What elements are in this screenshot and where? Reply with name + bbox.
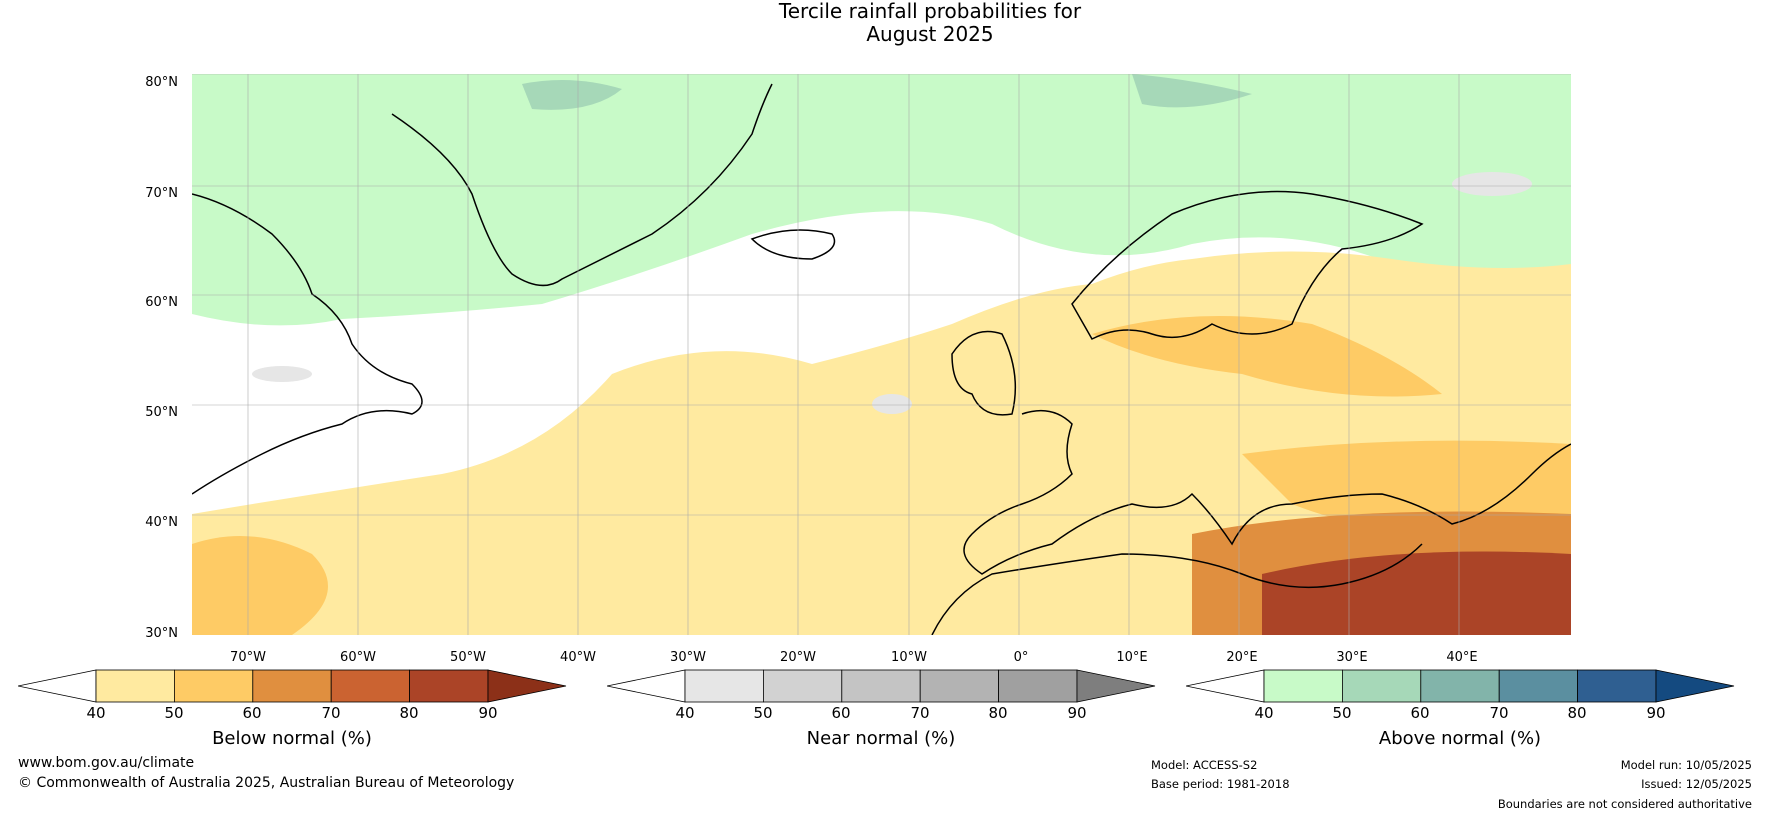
colorbar-segment [762,669,843,703]
colorbar-tick: 90 [478,704,498,722]
colorbar-extend-low [18,669,97,703]
lon-label: 50°W [450,650,486,665]
lat-label: 30°N [145,626,178,641]
below-normal-patch-west [192,536,328,635]
lat-label: 40°N [145,515,178,530]
lon-label: 40°W [560,650,596,665]
graticule [192,74,1571,635]
colorbar-segment [841,669,921,703]
lat-label: 70°N [145,186,178,201]
lat-label: 50°N [145,405,178,420]
above-normal-region-north [192,74,1571,326]
colorbar-tick: 70 [321,704,341,722]
above-normal-patch-2 [1132,74,1252,108]
lon-label: 0° [1013,650,1029,665]
lon-label: 30°E [1336,650,1368,665]
colorbar-tick: 80 [1567,704,1587,722]
colorbar-extend-high [1076,669,1156,703]
colorbar-segment [1420,669,1500,703]
colorbar-tick: 90 [1067,704,1087,722]
colorbar-segment [409,669,489,703]
colorbar-tick: 40 [675,704,695,722]
colorbar-tick: 50 [164,704,184,722]
colorbar-tick: 90 [1646,704,1666,722]
model-name: Model: ACCESS-S2 [1151,758,1258,772]
base-period: Base period: 1981-2018 [1151,777,1290,791]
colorbar-segment [1263,669,1343,703]
above-normal-colorbar [1186,669,1735,703]
colorbar-segment [919,669,1000,703]
near-normal-colorbar [607,669,1156,703]
colorbar-segment [1577,669,1657,703]
colorbar-segment [684,669,764,703]
below-normal-patch-80 [1262,551,1571,635]
colorbar-segment [1498,669,1579,703]
lon-label: 10°E [1116,650,1148,665]
scandinavia-coast [1071,190,1424,340]
colorbar-tick: 40 [1254,704,1274,722]
model-run-date: Model run: 10/05/2025 [1620,758,1752,772]
colorbar-segment [330,669,411,703]
lon-label: 30°W [670,650,706,665]
lon-label: 60°W [340,650,376,665]
colorbar-segment [1341,669,1422,703]
africa-coast [931,543,1423,635]
colorbar-extend-high [487,669,567,703]
colorbar-tick: 50 [753,704,773,722]
iceland-coast [750,229,836,260]
colorbar-tick: 60 [1410,704,1430,722]
near-normal-patch-3 [1452,172,1532,196]
colorbar-tick: 70 [910,704,930,722]
copyright-text: © Commonwealth of Australia 2025, Austra… [18,775,515,791]
boundaries-disclaimer: Boundaries are not considered authoritat… [1497,797,1752,811]
map-title-line-2: August 2025 [866,22,994,46]
lon-label: 40°E [1446,650,1478,665]
colorbar-tick: 40 [86,704,106,722]
lat-label: 60°N [145,295,178,310]
below-normal-colorbar-label: Below normal (%) [212,728,372,749]
colorbar-tick: 60 [242,704,262,722]
website-link[interactable]: www.bom.gov.au/climate [18,755,195,771]
colorbar-extend-low [1186,669,1265,703]
colorbar-segment [95,669,175,703]
colorbar-segment [173,669,254,703]
british-isles-coast [951,330,1017,416]
below-normal-colorbar [18,669,567,703]
lon-label: 20°W [780,650,816,665]
lon-label: 10°W [891,650,927,665]
colorbar-tick: 80 [399,704,419,722]
near-normal-patch-2 [872,394,912,414]
colorbar-tick: 80 [988,704,1008,722]
lat-label: 80°N [145,75,178,90]
map-canvas [192,74,1571,635]
greenland-coast [391,83,773,287]
colorbar-tick: 60 [831,704,851,722]
issued-date: Issued: 12/05/2025 [1641,777,1752,791]
colorbar-tick: 70 [1489,704,1509,722]
north-america-coast [192,193,423,495]
colorbar-tick: 50 [1332,704,1352,722]
colorbar-segment [252,669,332,703]
colorbar-extend-low [607,669,686,703]
lon-label: 70°W [230,650,266,665]
near-normal-colorbar-label: Near normal (%) [806,728,956,749]
colorbar-segment [998,669,1078,703]
map-title-line-1: Tercile rainfall probabilities for [778,0,1082,23]
probability-map [192,74,1571,635]
near-normal-patch-1 [252,366,312,382]
above-normal-colorbar-label: Above normal (%) [1378,728,1542,749]
colorbar-extend-high [1655,669,1735,703]
above-normal-patch-1 [522,80,622,110]
lon-label: 20°E [1226,650,1258,665]
